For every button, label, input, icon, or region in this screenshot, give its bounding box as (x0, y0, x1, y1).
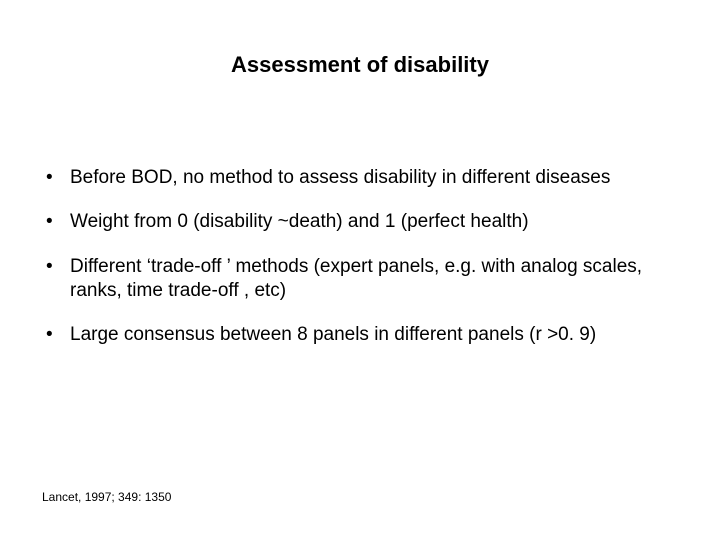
list-item: Different ‘trade-off ’ methods (expert p… (42, 255, 690, 304)
citation: Lancet, 1997; 349: 1350 (42, 490, 171, 504)
bullet-list: Before BOD, no method to assess disabili… (42, 166, 690, 348)
slide-title: Assessment of disability (0, 52, 720, 78)
list-item: Large consensus between 8 panels in diff… (42, 323, 690, 347)
list-item: Before BOD, no method to assess disabili… (42, 166, 690, 190)
slide: Assessment of disability Before BOD, no … (0, 0, 720, 540)
list-item: Weight from 0 (disability ~death) and 1 … (42, 210, 690, 234)
slide-body: Before BOD, no method to assess disabili… (42, 166, 690, 368)
